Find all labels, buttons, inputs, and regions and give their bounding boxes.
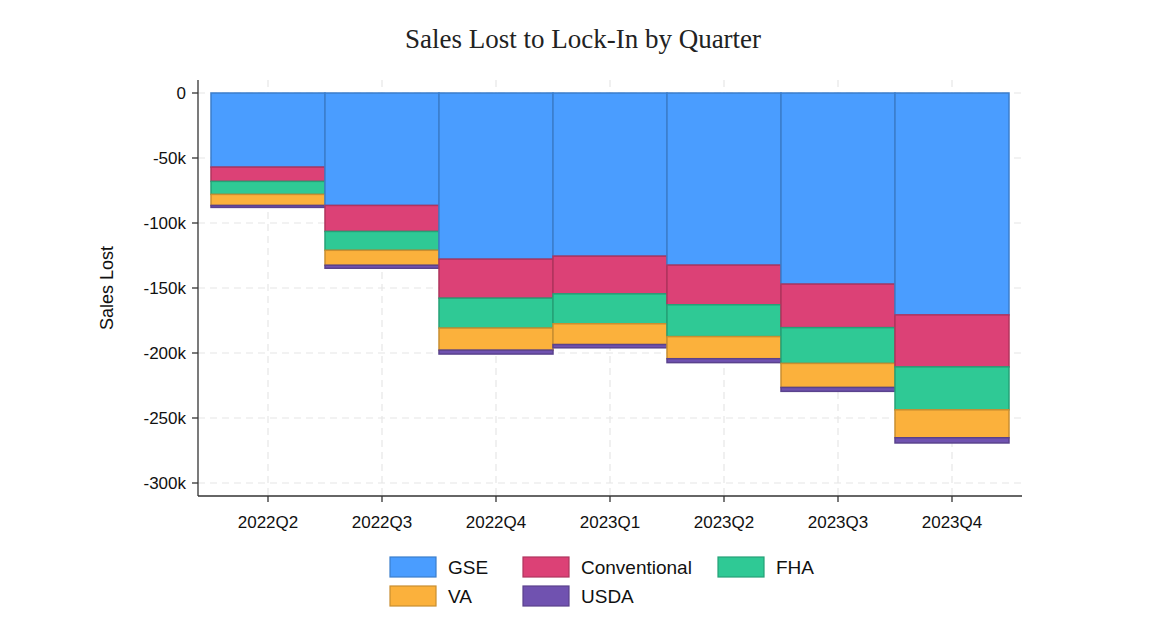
- y-tick: [192, 482, 198, 483]
- legend-label: Conventional: [581, 557, 692, 578]
- bar-segment: [325, 93, 439, 205]
- bar-segment: [895, 367, 1009, 410]
- bar-segment: [553, 294, 667, 324]
- y-tick: [192, 417, 198, 418]
- chart: Sales Lost to Lock-In by Quarter Sales Lo…: [0, 0, 1170, 640]
- x-tick-label: 2022Q4: [466, 513, 527, 532]
- bar-segment: [439, 298, 553, 328]
- legend-swatch: [390, 586, 436, 606]
- bar-segment: [667, 359, 781, 363]
- x-tick: [837, 496, 838, 502]
- y-tick-label: -100k: [143, 214, 186, 233]
- bar-segment: [325, 231, 439, 250]
- y-tick-label: -150k: [143, 279, 186, 298]
- x-tick-label: 2023Q1: [580, 513, 641, 532]
- bar-segment: [439, 93, 553, 259]
- y-tick-label: -50k: [153, 149, 187, 168]
- x-tick-label: 2023Q2: [694, 513, 755, 532]
- y-tick-label: -300k: [143, 474, 186, 493]
- y-tick-label: -250k: [143, 409, 186, 428]
- x-tick-label: 2022Q2: [238, 513, 299, 532]
- y-tick: [192, 222, 198, 223]
- bar-segment: [895, 93, 1009, 315]
- bar-segment: [553, 345, 667, 348]
- x-tick: [381, 496, 382, 502]
- bar-segment: [553, 93, 667, 256]
- bar-segment: [211, 93, 325, 167]
- x-tick: [267, 496, 268, 502]
- bar-segment: [781, 387, 895, 391]
- bar-segment: [325, 205, 439, 231]
- legend-swatch: [523, 557, 569, 577]
- bar-segment: [667, 93, 781, 265]
- x-tick: [951, 496, 952, 502]
- bar-segment: [667, 305, 781, 337]
- bar-segment: [781, 328, 895, 364]
- legend-label: FHA: [776, 557, 814, 578]
- bar-segment: [781, 93, 895, 284]
- bar-segment: [667, 265, 781, 305]
- y-tick: [192, 352, 198, 353]
- x-tick-label: 2023Q3: [808, 513, 869, 532]
- bar-segment: [781, 363, 895, 387]
- bar-segment: [781, 284, 895, 328]
- y-tick-label: -200k: [143, 344, 186, 363]
- bar-segment: [325, 265, 439, 268]
- legend-swatch: [390, 557, 436, 577]
- x-tick-label: 2022Q3: [352, 513, 413, 532]
- bar-segment: [667, 337, 781, 359]
- bar-segment: [211, 167, 325, 181]
- bar-segment: [895, 438, 1009, 443]
- bar-segment: [211, 181, 325, 194]
- legend-label: USDA: [581, 586, 634, 607]
- bar-segment: [211, 194, 325, 205]
- y-tick: [192, 157, 198, 158]
- bar-segment: [439, 328, 553, 350]
- bar-segment: [439, 259, 553, 298]
- legend-swatch: [718, 557, 764, 577]
- bar-segment: [553, 324, 667, 345]
- bar-segment: [439, 350, 553, 354]
- x-tick: [609, 496, 610, 502]
- legend-swatch: [523, 586, 569, 606]
- x-tick: [723, 496, 724, 502]
- bars: [211, 93, 1009, 443]
- y-tick: [192, 92, 198, 93]
- y-axis-label: Sales Lost: [97, 246, 117, 330]
- title: Sales Lost to Lock-In by Quarter: [405, 24, 761, 54]
- bar-segment: [211, 205, 325, 207]
- bar-segment: [895, 315, 1009, 367]
- x-tick-label: 2023Q4: [922, 513, 983, 532]
- legend-label: VA: [448, 586, 472, 607]
- bar-segment: [325, 250, 439, 265]
- bar-segment: [895, 410, 1009, 438]
- legend-label: GSE: [448, 557, 488, 578]
- x-tick: [495, 496, 496, 502]
- bar-segment: [553, 256, 667, 294]
- y-tick-label: 0: [177, 84, 186, 103]
- y-tick: [192, 287, 198, 288]
